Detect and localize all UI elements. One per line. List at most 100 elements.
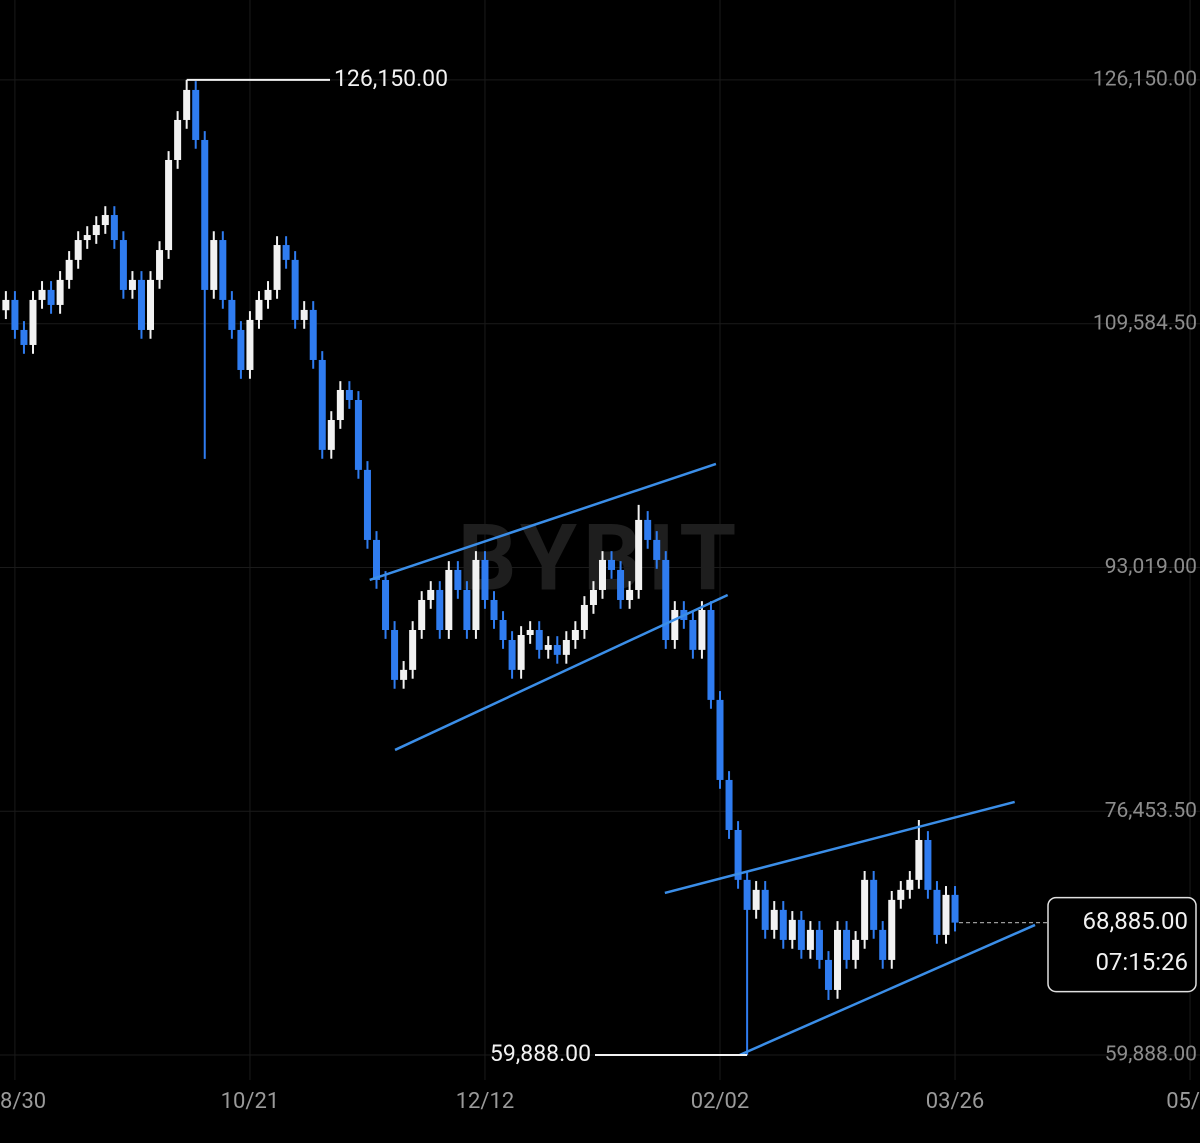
candle-body [20,329,28,345]
candle-body [327,420,335,450]
candle-body [761,889,769,930]
candle-body [382,579,390,630]
candle-body [743,879,751,910]
candle-body [843,929,851,960]
candle-body [110,215,118,241]
candle-body [707,609,715,700]
candle-body [427,589,435,600]
candle-body [219,240,227,300]
candle-body [617,569,625,600]
candle-body [806,929,814,950]
candle-body [174,119,182,160]
candle-body [83,235,91,241]
candle-body [879,929,887,960]
candle-body [282,245,290,260]
candle-body [472,559,480,630]
candle-body [734,829,742,880]
candle-body [725,779,733,830]
candle-body [562,640,570,655]
candle-body [933,889,941,935]
candle-body [888,899,896,960]
y-tick-label: 59,888.00 [1105,1043,1197,1067]
candle-body [544,645,552,650]
candle-body [454,569,462,590]
candle-body [571,630,579,641]
x-tick-label: 03/26 [926,1089,985,1114]
candle-body [598,559,606,590]
candle-body [92,225,100,236]
candle-body [815,929,823,960]
candle-body [436,589,444,630]
candle-body [101,215,109,226]
candle-body [553,645,561,655]
candle-body [74,240,82,260]
candle-body [716,699,724,780]
candle-body [906,879,914,890]
candle-body [119,240,127,290]
candle-body [183,89,191,120]
candle-body [137,279,145,330]
candle-body [246,319,254,370]
last-price-label: 68,885.00 [1083,907,1188,935]
candle-body [264,289,272,300]
candle-body [255,299,263,320]
trendline [369,462,717,582]
candle-body [752,889,760,910]
candle-body [318,359,326,450]
candle-body [662,559,670,641]
candle-body [788,919,796,940]
candle-body [47,289,55,305]
x-tick-label: 02/02 [691,1089,750,1114]
candle-body [372,539,380,580]
candle-body [273,245,281,290]
candle-body [354,399,362,470]
x-tick-label: 8/30 [0,1089,46,1114]
candle-body [2,299,10,311]
candle-body [870,879,878,930]
candle-body [147,279,155,330]
candle-body [11,299,19,330]
candle-body [336,389,344,421]
candle-body [291,259,299,320]
candle-body [508,640,516,670]
countdown: 07:15:26 [1095,948,1188,976]
candle-body [128,279,136,290]
candle-body [824,959,832,990]
candle-body [400,669,408,680]
candle-body [300,309,308,320]
candle-body [309,309,317,360]
candle-body [852,939,860,960]
y-tick-label: 93,019.00 [1105,555,1197,579]
candle-body [526,630,534,636]
candle-body [589,589,597,605]
candle-body [626,589,634,600]
candle-body [201,139,209,290]
candle-body [481,559,489,600]
candle-body [635,519,643,590]
candle-body [897,889,905,900]
low-marker-label: 59,888.00 [490,1040,591,1067]
candle-body [653,539,661,560]
candle-body [363,469,371,540]
candle-body [689,619,697,650]
candle-body [671,609,679,641]
candle-body [445,569,453,630]
y-tick-label: 76,453.50 [1105,799,1197,823]
candle-body [698,609,706,650]
y-tick-label: 109,584.50 [1093,311,1197,335]
candle-body [915,839,923,880]
candle-body [535,630,543,650]
candle-body [192,89,200,140]
candle-body [834,929,842,990]
last-price-box [1047,896,1197,993]
candle-body [797,919,805,950]
trendline [394,593,729,752]
y-tick-label: 126,150.00 [1093,67,1197,91]
candle-body [391,630,399,680]
candle-body [517,635,525,670]
candle-body [345,389,353,400]
candle-body [779,909,787,940]
candle-body [580,604,588,630]
